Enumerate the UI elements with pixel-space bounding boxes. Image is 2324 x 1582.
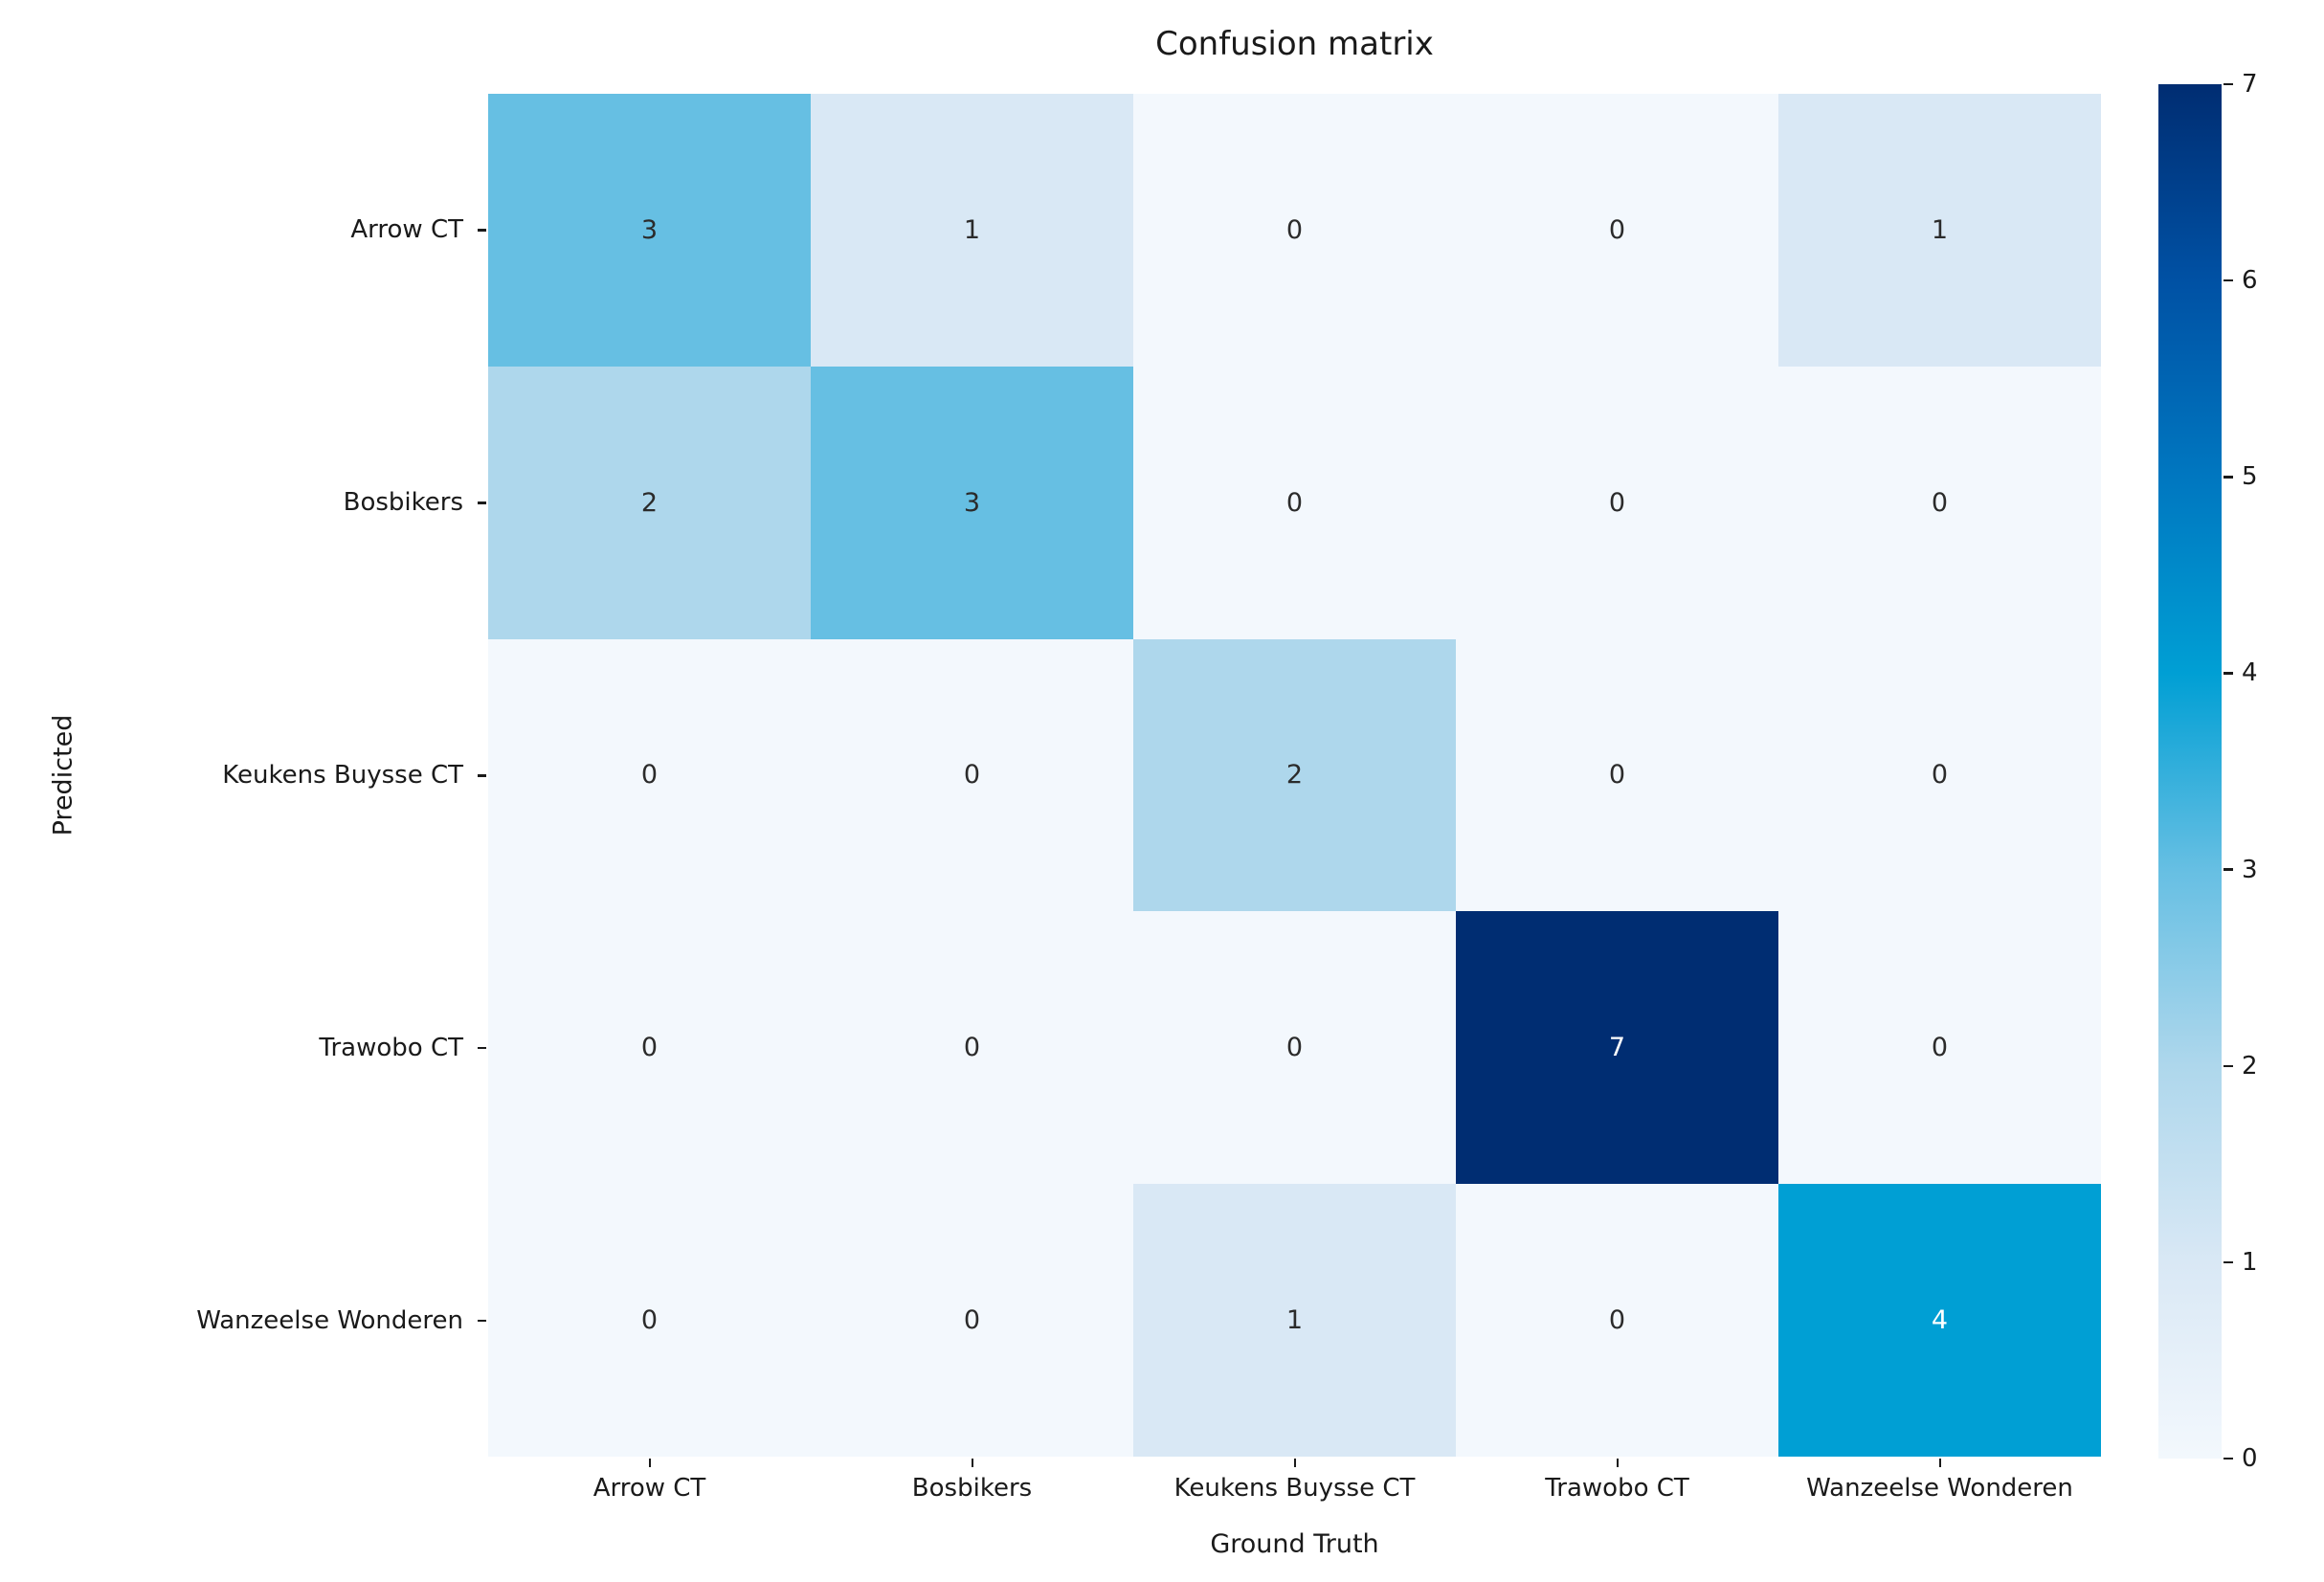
colorbar-tick-label: 6	[2242, 266, 2258, 296]
heatmap-cell: 3	[488, 94, 811, 367]
heatmap-cell: 0	[1778, 911, 2101, 1185]
heatmap-cell: 0	[1456, 638, 1778, 912]
heatmap-cell: 0	[1133, 911, 1456, 1185]
x-tick-mark	[971, 1459, 973, 1467]
heatmap-cell: 2	[488, 366, 811, 639]
colorbar-tick-label: 1	[2242, 1247, 2258, 1277]
colorbar-tick-mark	[2223, 1064, 2233, 1068]
y-tick-label: Arrow CT	[350, 215, 463, 245]
y-tick-label: Keukens Buysse CT	[222, 761, 463, 790]
heatmap-cell: 0	[488, 1184, 811, 1457]
heatmap-cell: 1	[1778, 94, 2101, 367]
heatmap-cell: 1	[1133, 1184, 1456, 1457]
heatmap-cell: 0	[488, 638, 811, 912]
colorbar-tick-mark	[2223, 1260, 2233, 1264]
x-tick-mark	[1938, 1459, 1941, 1467]
heatmap-cell: 0	[811, 911, 1133, 1185]
y-tick-mark	[478, 774, 486, 777]
x-tick-label: Wanzeelse Wonderen	[1806, 1474, 2073, 1503]
heatmap-cell: 0	[1456, 1184, 1778, 1457]
heatmap-cell: 0	[488, 911, 811, 1185]
colorbar-tick-label: 2	[2242, 1051, 2258, 1081]
colorbar-tick-mark	[2223, 279, 2233, 282]
heatmap-cell: 0	[811, 638, 1133, 912]
colorbar-tick-label: 7	[2242, 70, 2258, 99]
colorbar-tick-mark	[2223, 868, 2233, 871]
heatmap-cell: 2	[1133, 638, 1456, 912]
y-tick-mark	[478, 501, 486, 504]
chart-title: Confusion matrix	[1155, 25, 1434, 63]
x-tick-label: Bosbikers	[911, 1474, 1033, 1503]
colorbar-tick-mark	[2223, 476, 2233, 479]
y-tick-label: Trawobo CT	[319, 1033, 463, 1062]
x-tick-mark	[1293, 1459, 1296, 1467]
y-tick-mark	[478, 1319, 486, 1323]
heatmap-cell: 7	[1456, 911, 1778, 1185]
y-axis-label: Predicted	[48, 714, 78, 836]
heatmap-cell: 0	[811, 1184, 1133, 1457]
x-tick-label: Keukens Buysse CT	[1173, 1474, 1416, 1503]
heatmap-cell: 0	[1133, 94, 1456, 367]
heatmap-cell: 0	[1133, 366, 1456, 639]
colorbar-tick-mark	[2223, 672, 2233, 675]
colorbar-tick-label: 0	[2242, 1444, 2258, 1473]
colorbar: 7 6 5 4 3 2 1 0	[2158, 70, 2258, 1473]
x-tick-label: Trawobo CT	[1545, 1474, 1689, 1503]
heatmap-cell: 3	[811, 366, 1133, 639]
colorbar-tick-label: 4	[2242, 658, 2258, 688]
heatmap-cell: 0	[1456, 94, 1778, 367]
x-tick-mark	[1616, 1459, 1619, 1467]
heatmap-cell: 1	[811, 94, 1133, 367]
y-tick-label: Bosbikers	[343, 488, 463, 518]
colorbar-tick-mark	[2223, 82, 2233, 86]
x-axis-ticks: Arrow CT Bosbikers Keukens Buysse CT Trawob…	[488, 1457, 2101, 1533]
y-axis-ticks: Arrow CT Bosbikers Keukens Buysse CT Trawob…	[0, 94, 488, 1457]
x-tick-label: Arrow CT	[592, 1474, 706, 1503]
colorbar-tick-mark	[2223, 1457, 2233, 1460]
colorbar-tick-label: 5	[2242, 462, 2258, 492]
y-tick-mark	[478, 1046, 486, 1050]
x-tick-mark	[648, 1459, 651, 1467]
y-tick-label: Wanzeelse Wonderen	[196, 1305, 463, 1335]
x-axis-label: Ground Truth	[1210, 1529, 1379, 1559]
heatmap-cell: 4	[1778, 1184, 2101, 1457]
heatmap-cell: 0	[1778, 638, 2101, 912]
colorbar-tick-label: 3	[2242, 855, 2258, 884]
y-tick-mark	[478, 229, 486, 232]
heatmap-cell: 0	[1778, 366, 2101, 639]
heatmap-cell: 0	[1456, 366, 1778, 639]
